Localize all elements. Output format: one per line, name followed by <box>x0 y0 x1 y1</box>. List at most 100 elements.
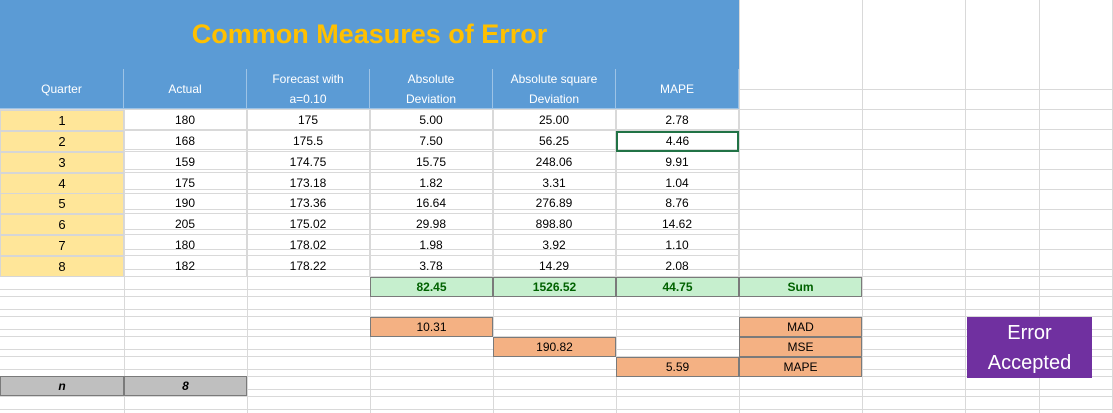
n-value-cell[interactable]: 8 <box>124 376 247 396</box>
error-status-badge[interactable]: Error Accepted <box>967 317 1092 378</box>
cell-abs-dev[interactable]: 16.64 <box>370 193 493 215</box>
cell-forecast[interactable]: 174.75 <box>247 151 370 173</box>
cell-mape[interactable]: 1.10 <box>616 235 739 257</box>
cell-mape[interactable]: 4.46 <box>616 130 739 152</box>
cell-mape[interactable]: 8.76 <box>616 193 739 215</box>
cell-quarter[interactable]: 6 <box>0 214 124 236</box>
header-abs-deviation-line2: Deviation <box>405 91 457 106</box>
sum-mape-value: 44.75 <box>662 280 693 294</box>
mape-label-cell[interactable]: MAPE <box>739 357 862 377</box>
cell-actual[interactable]: 175 <box>124 172 247 194</box>
cell-value: 190 <box>174 196 196 211</box>
mape-value-cell[interactable]: 5.59 <box>616 357 739 377</box>
status-line2: Accepted <box>987 351 1072 374</box>
cell-value: 173.18 <box>289 175 327 190</box>
cell-quarter[interactable]: 7 <box>0 235 124 257</box>
cell-abs-sq[interactable]: 3.92 <box>493 235 616 257</box>
cell-value: 2.08 <box>665 258 689 273</box>
cell-mape[interactable]: 9.91 <box>616 151 739 173</box>
cell-value: 159 <box>174 154 196 169</box>
cell-actual[interactable]: 190 <box>124 193 247 215</box>
cell-value: 16.64 <box>415 196 447 211</box>
mse-label: MSE <box>787 340 814 354</box>
column-gridline <box>965 0 966 413</box>
sum-label-cell[interactable]: Sum <box>739 277 862 297</box>
cell-value: 3.78 <box>419 258 443 273</box>
cell-quarter[interactable]: 8 <box>0 255 124 277</box>
cell-forecast[interactable]: 175.02 <box>247 214 370 236</box>
cell-forecast[interactable]: 173.36 <box>247 193 370 215</box>
mad-label: MAD <box>787 320 814 334</box>
header-actual[interactable]: Actual <box>124 69 247 109</box>
cell-quarter[interactable]: 1 <box>0 110 124 131</box>
cell-forecast[interactable]: 175 <box>247 110 370 131</box>
cell-abs-sq[interactable]: 3.31 <box>493 172 616 194</box>
mad-value-cell[interactable]: 10.31 <box>370 317 493 337</box>
cell-value: 1.10 <box>665 238 689 253</box>
cell-abs-dev[interactable]: 15.75 <box>370 151 493 173</box>
cell-value: 2 <box>58 133 66 149</box>
mad-label-cell[interactable]: MAD <box>739 317 862 337</box>
cell-abs-dev[interactable]: 3.78 <box>370 255 493 277</box>
cell-abs-sq[interactable]: 276.89 <box>493 193 616 215</box>
sum-mape[interactable]: 44.75 <box>616 277 739 297</box>
cell-value: 7.50 <box>419 133 443 148</box>
header-abs-square-deviation[interactable]: Absolute square Deviation <box>493 69 616 109</box>
cell-forecast[interactable]: 173.18 <box>247 172 370 194</box>
cell-actual[interactable]: 159 <box>124 151 247 173</box>
cell-actual[interactable]: 180 <box>124 235 247 257</box>
column-gridline <box>739 0 740 413</box>
cell-quarter[interactable]: 4 <box>0 172 124 194</box>
cell-forecast[interactable]: 178.02 <box>247 235 370 257</box>
n-label-cell[interactable]: n <box>0 376 124 396</box>
cell-actual[interactable]: 205 <box>124 214 247 236</box>
cell-abs-sq[interactable]: 898.80 <box>493 214 616 236</box>
mse-value-cell[interactable]: 190.82 <box>493 337 616 357</box>
column-gridline <box>616 0 617 413</box>
cell-abs-sq[interactable]: 14.29 <box>493 255 616 277</box>
sum-abs-square[interactable]: 1526.52 <box>493 277 616 297</box>
cell-quarter[interactable]: 2 <box>0 130 124 152</box>
cell-value: 5 <box>58 196 66 212</box>
sum-abs-deviation[interactable]: 82.45 <box>370 277 493 297</box>
cell-mape[interactable]: 2.08 <box>616 255 739 277</box>
cell-actual[interactable]: 168 <box>124 130 247 152</box>
cell-value: 6 <box>58 217 66 233</box>
cell-abs-dev[interactable]: 1.82 <box>370 172 493 194</box>
cell-quarter[interactable]: 5 <box>0 193 124 215</box>
cell-value: 9.91 <box>665 154 689 169</box>
cell-abs-dev[interactable]: 29.98 <box>370 214 493 236</box>
cell-actual[interactable]: 180 <box>124 110 247 131</box>
column-gridline <box>124 0 125 413</box>
cell-value: 14.29 <box>538 258 570 273</box>
cell-value: 175 <box>297 113 319 127</box>
n-label: n <box>58 379 66 393</box>
sum-abs-square-value: 1526.52 <box>532 280 577 294</box>
cell-forecast[interactable]: 175.5 <box>247 130 370 152</box>
header-quarter[interactable]: Quarter <box>0 69 124 109</box>
cell-abs-dev[interactable]: 5.00 <box>370 110 493 131</box>
mape-value: 5.59 <box>665 360 690 374</box>
cell-abs-dev[interactable]: 7.50 <box>370 130 493 152</box>
header-forecast-line2: a=0.10 <box>289 91 327 106</box>
cell-quarter[interactable]: 3 <box>0 151 124 173</box>
cell-abs-sq[interactable]: 248.06 <box>493 151 616 173</box>
mse-label-cell[interactable]: MSE <box>739 337 862 357</box>
cell-value: 2.78 <box>665 113 689 127</box>
cell-mape[interactable]: 1.04 <box>616 172 739 194</box>
header-mape[interactable]: MAPE <box>616 69 739 109</box>
header-abs-deviation[interactable]: Absolute Deviation <box>370 69 493 109</box>
cell-mape[interactable]: 2.78 <box>616 110 739 131</box>
header-forecast[interactable]: Forecast with a=0.10 <box>247 69 370 109</box>
cell-forecast[interactable]: 178.22 <box>247 255 370 277</box>
row-gridline <box>0 209 1113 210</box>
cell-mape[interactable]: 14.62 <box>616 214 739 236</box>
row-gridline <box>0 369 1113 370</box>
cell-abs-sq[interactable]: 25.00 <box>493 110 616 131</box>
cell-actual[interactable]: 182 <box>124 255 247 277</box>
sheet-title-banner[interactable]: Common Measures of Error <box>0 0 739 69</box>
cell-value: 8.76 <box>665 196 689 211</box>
cell-abs-sq[interactable]: 56.25 <box>493 130 616 152</box>
cell-abs-dev[interactable]: 1.98 <box>370 235 493 257</box>
